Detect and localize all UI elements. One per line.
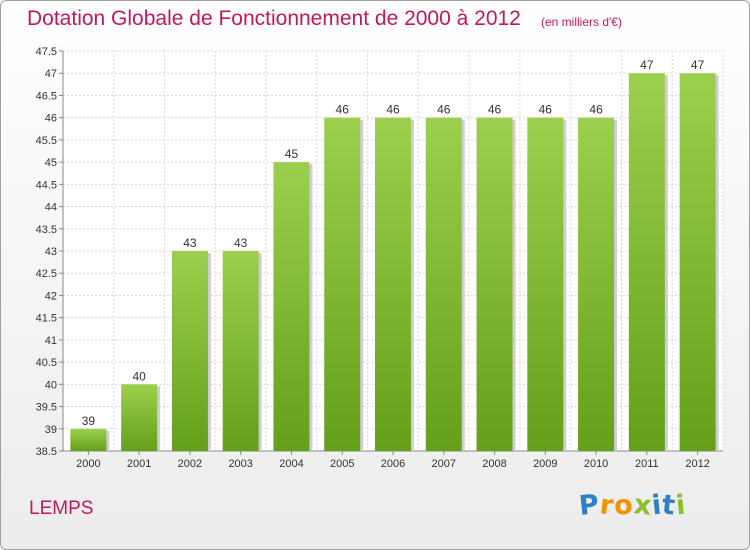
x-tick-label: 2000	[76, 458, 100, 470]
y-tick-label: 40	[45, 379, 57, 391]
y-tick-label: 47.5	[36, 46, 57, 58]
data-label: 43	[234, 236, 248, 250]
data-label: 45	[285, 147, 299, 161]
chart-title: Dotation Globale de Fonctionnement de 20…	[27, 7, 521, 30]
x-tick-label: 2010	[584, 458, 608, 470]
x-tick-label: 2009	[533, 458, 557, 470]
x-tick-label: 2003	[228, 458, 252, 470]
y-tick-label: 43	[45, 246, 57, 258]
y-tick-label: 38.5	[36, 446, 57, 458]
y-tick-label: 42	[45, 290, 57, 302]
x-tick-label: 2002	[178, 458, 202, 470]
bar	[121, 384, 158, 451]
bar	[222, 251, 259, 451]
y-tick-label: 45.5	[36, 135, 57, 147]
x-tick-label: 2011	[635, 458, 659, 470]
data-label: 46	[589, 103, 603, 117]
y-tick-label: 40.5	[36, 357, 57, 369]
data-label: 46	[336, 103, 350, 117]
y-tick-label: 46.5	[36, 90, 57, 102]
y-tick-label: 46	[45, 113, 57, 125]
bar	[527, 117, 564, 452]
logo-letter: i	[674, 489, 689, 522]
bar	[578, 117, 615, 452]
x-tick-label: 2004	[279, 458, 303, 470]
data-label: 46	[539, 103, 553, 117]
bar	[273, 162, 310, 451]
data-label: 43	[183, 236, 197, 250]
data-label: 46	[386, 103, 400, 117]
y-tick-label: 41.5	[36, 313, 57, 325]
bar	[679, 73, 716, 451]
data-label: 46	[437, 103, 451, 117]
data-label: 46	[488, 103, 502, 117]
bar	[425, 117, 462, 452]
y-tick-label: 39	[45, 424, 57, 436]
bar	[70, 428, 107, 451]
data-label: 40	[132, 369, 146, 383]
y-tick-label: 41	[45, 335, 57, 347]
x-tick-label: 2012	[685, 458, 709, 470]
data-label: 47	[691, 58, 705, 72]
x-tick-label: 2001	[127, 458, 151, 470]
proxiti-logo[interactable]: Proxiti	[577, 489, 689, 522]
bar	[375, 117, 411, 452]
y-tick-label: 44	[45, 202, 57, 214]
x-tick-label: 2005	[330, 458, 354, 470]
y-tick-label: 45	[45, 157, 57, 169]
data-label: 39	[82, 414, 96, 428]
place-name: LEMPS	[29, 498, 94, 519]
bar	[171, 251, 208, 451]
x-tick-label: 2006	[381, 458, 405, 470]
y-tick-label: 42.5	[36, 268, 57, 280]
bar	[476, 117, 513, 452]
y-tick-label: 47	[45, 68, 57, 80]
data-label: 47	[640, 58, 654, 72]
y-tick-label: 43.5	[36, 224, 57, 236]
bar	[628, 73, 665, 451]
x-tick-label: 2008	[482, 458, 506, 470]
chart-subtitle: (en milliers d'€)	[541, 15, 622, 29]
y-tick-label: 39.5	[36, 402, 57, 414]
bar	[324, 117, 361, 452]
x-tick-label: 2007	[432, 458, 456, 470]
y-tick-label: 44.5	[36, 179, 57, 191]
